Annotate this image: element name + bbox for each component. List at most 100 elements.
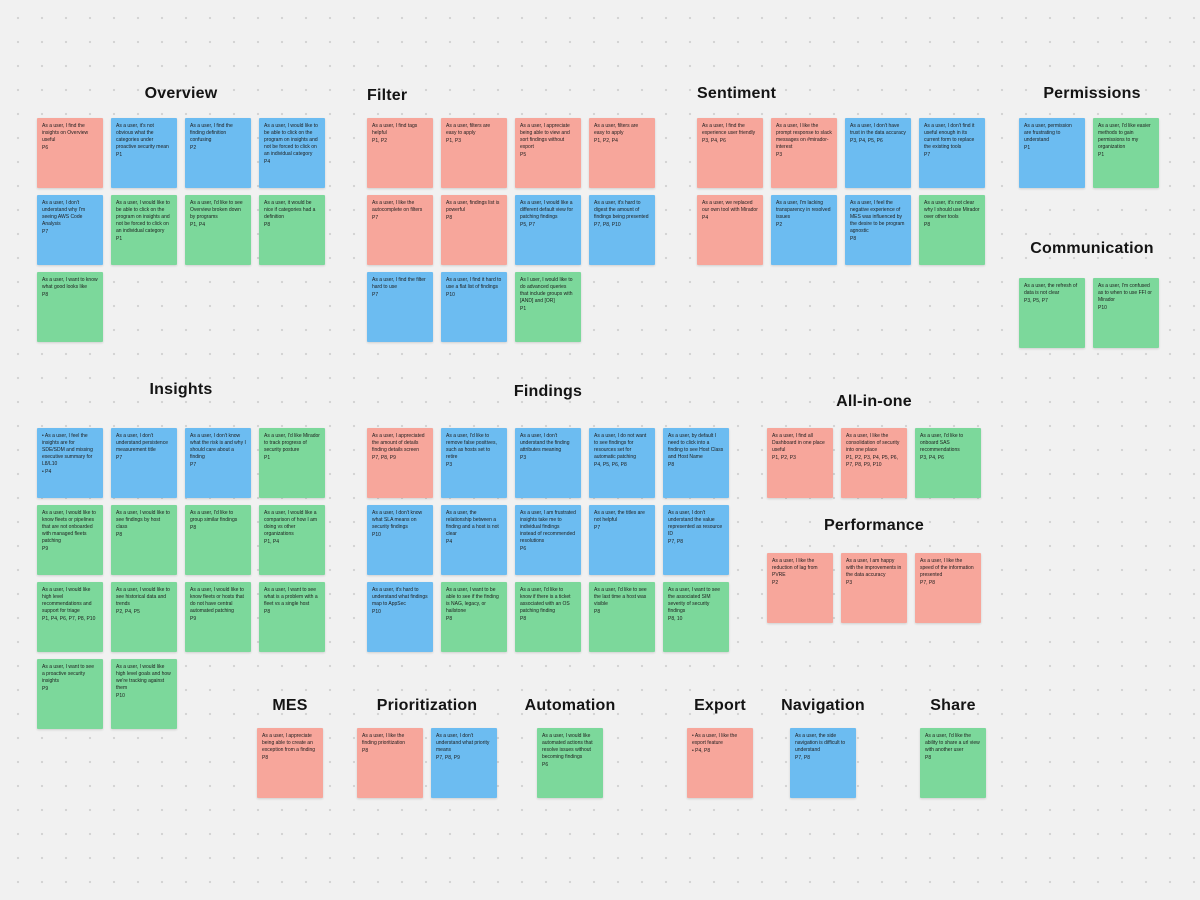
sticky-note[interactable]: As a user, I don't know what SLA means o… — [367, 505, 433, 575]
sticky-note[interactable]: As a user, I would like to know fleets o… — [185, 582, 251, 652]
section-title-communication[interactable]: Communication — [1019, 240, 1165, 258]
sticky-note[interactable]: As a user, I don't have trust in the dat… — [845, 118, 911, 188]
sticky-note[interactable]: As a user, I'd like to onboard SAS recom… — [915, 428, 981, 498]
section-title-findings[interactable]: Findings — [367, 383, 729, 401]
sticky-note[interactable]: As a user, I find it hard to use a flat … — [441, 272, 507, 342]
sticky-note[interactable]: As a user, I want to know what good look… — [37, 272, 103, 342]
sticky-note[interactable]: As a user, I am frustrated insights take… — [515, 505, 581, 575]
sticky-note[interactable]: As a user, the side navigation is diffic… — [790, 728, 856, 798]
sticky-note[interactable]: As a user, the refresh of data is not cl… — [1019, 278, 1085, 348]
section-title-performance[interactable]: Performance — [767, 517, 981, 535]
sticky-note[interactable]: As a user, it would be nice if categorie… — [259, 195, 325, 265]
sticky-note[interactable]: As a user, I find the insights on Overvi… — [37, 118, 103, 188]
sticky-note[interactable]: As a user, I'm lacking transparency in r… — [771, 195, 837, 265]
sticky-note[interactable]: As a user, I feel the negative experienc… — [845, 195, 911, 265]
section-title-filter[interactable]: Filter — [367, 87, 655, 105]
sticky-note[interactable]: As a user, I would like to see findings … — [111, 505, 177, 575]
sticky-note[interactable]: As a user, I'd like to group similar fin… — [185, 505, 251, 575]
sticky-note-text: As a user, I'd like the ability to share… — [925, 733, 980, 753]
sticky-note[interactable]: As a user, I would like a comparison of … — [259, 505, 325, 575]
section-title-navigation[interactable]: Navigation — [781, 697, 865, 715]
sticky-note[interactable]: As a user, filters are easy to apply P1, … — [441, 118, 507, 188]
sticky-note[interactable]: As a user, I'm confused as to when to us… — [1093, 278, 1159, 348]
section-title-insights[interactable]: Insights — [37, 381, 325, 399]
sticky-note[interactable]: As a user, I'd like easier methods to ga… — [1093, 118, 1159, 188]
sticky-note[interactable]: As a user, findings list is powerful P8 — [441, 195, 507, 265]
sticky-note[interactable]: As a user, I like the autocomplete on fi… — [367, 195, 433, 265]
sticky-note[interactable]: As I user, I would like to do advanced q… — [515, 272, 581, 342]
sticky-note[interactable]: As a user, I like the prompt response to… — [771, 118, 837, 188]
sticky-note-personas: P1, P4 — [264, 539, 280, 545]
sticky-note[interactable]: As a user, I want to see what is a probl… — [259, 582, 325, 652]
section-title-sentiment[interactable]: Sentiment — [697, 85, 985, 103]
section-title-export[interactable]: Export — [687, 697, 753, 715]
sticky-note[interactable]: As a user, the titles are not helpful P7 — [589, 505, 655, 575]
sticky-note[interactable]: As a user, I don't find it useful enough… — [919, 118, 985, 188]
sticky-note[interactable]: As a user, I would like high level recom… — [37, 582, 103, 652]
sticky-note[interactable]: As a user, I want to see a proactive sec… — [37, 659, 103, 729]
sticky-note[interactable]: As a user, I don't understand persistenc… — [111, 428, 177, 498]
sticky-note-text: As a user, I would like to know fleets o… — [190, 587, 244, 614]
sticky-note[interactable]: As a user, I don't know what the risk is… — [185, 428, 251, 498]
sticky-note[interactable]: As a user, it's hard to digest the amoun… — [589, 195, 655, 265]
sticky-note[interactable]: As a user, I don't understand why I'm se… — [37, 195, 103, 265]
section-title-all-in-one[interactable]: All-in-one — [767, 393, 981, 411]
sticky-note[interactable]: As a user, I find the finding definition… — [185, 118, 251, 188]
sticky-note[interactable]: As a user, it's not obvious what the cat… — [111, 118, 177, 188]
sticky-note[interactable]: As a user, it's hard to understand what … — [367, 582, 433, 652]
sticky-note[interactable]: As a user, I like the finding prioritiza… — [357, 728, 423, 798]
sticky-note[interactable]: As a user, I appreciate being able to cr… — [257, 728, 323, 798]
sticky-note[interactable]: As a user, I'd like to see the last time… — [589, 582, 655, 652]
sticky-note[interactable]: As a user, the relationship between a fi… — [441, 505, 507, 575]
sticky-note[interactable]: As a user, we replaced our own tool with… — [697, 195, 763, 265]
sticky-note[interactable]: As a user, I would like to be able to cl… — [111, 195, 177, 265]
sticky-note[interactable]: As a user, I don't understand what prior… — [431, 728, 497, 798]
sticky-note[interactable]: As a user, permission are frustrating to… — [1019, 118, 1085, 188]
sticky-note-text: As a user, by default I need to click in… — [668, 433, 724, 460]
sticky-note[interactable]: As a user, I find tags helpful P1, P2 — [367, 118, 433, 188]
sticky-note[interactable]: As a user, I like the speed of the infor… — [915, 553, 981, 623]
sticky-note[interactable]: As a user, I find the filter hard to use… — [367, 272, 433, 342]
sticky-note[interactable]: As a user, I find the experience user fr… — [697, 118, 763, 188]
sticky-note[interactable]: As a user, I am happy with the improveme… — [841, 553, 907, 623]
section-title-prioritization[interactable]: Prioritization — [357, 697, 497, 715]
sticky-note[interactable]: As a user, I find all Dashboard in one p… — [767, 428, 833, 498]
sticky-note[interactable]: As a user, I would like to see historica… — [111, 582, 177, 652]
sticky-note[interactable]: As a user, I like the reduction of lag f… — [767, 553, 833, 623]
sticky-note[interactable]: As a user, I'd like to see Overview brok… — [185, 195, 251, 265]
section-share: Share As a user, I'd like the ability to … — [920, 697, 986, 798]
section-title-automation[interactable]: Automation — [525, 697, 616, 715]
sticky-note[interactable]: As a user, I like the consolidation of s… — [841, 428, 907, 498]
sticky-note[interactable]: As a user, I appreciated the amount of d… — [367, 428, 433, 498]
sticky-note[interactable]: As a user, I do not want to see findings… — [589, 428, 655, 498]
section-title-permissions[interactable]: Permissions — [1019, 85, 1165, 103]
sticky-note[interactable]: As a user, I would like automated action… — [537, 728, 603, 798]
sticky-note[interactable]: As a user, I don't understand the findin… — [515, 428, 581, 498]
sticky-note[interactable]: As a user, I would like to be able to cl… — [259, 118, 325, 188]
sticky-note[interactable]: As a user, I want to see the associated … — [663, 582, 729, 652]
section-title-overview[interactable]: Overview — [37, 85, 325, 103]
sticky-note[interactable]: As a user, I would like high level goals… — [111, 659, 177, 729]
sticky-note[interactable]: As a user, it's not clear why I should u… — [919, 195, 985, 265]
sticky-note[interactable]: As a user, I would like a different defa… — [515, 195, 581, 265]
sticky-note[interactable]: As a user, I don't understand the value … — [663, 505, 729, 575]
section-title-text: Permissions — [1043, 85, 1141, 102]
sticky-note-personas: P10 — [372, 532, 381, 538]
sticky-note[interactable]: As a user, I'd like to remove false posi… — [441, 428, 507, 498]
sticky-note[interactable]: As a user, filters are easy to apply P1, … — [589, 118, 655, 188]
sticky-note[interactable]: • As a user, I like the export feature • … — [687, 728, 753, 798]
sticky-note-personas: P5 — [520, 152, 527, 158]
sticky-note[interactable]: As a user, by default I need to click in… — [663, 428, 729, 498]
sticky-note-text: As a user, I would like a comparison of … — [264, 510, 318, 537]
sticky-note[interactable]: As a user, I'd like Mirador to track pro… — [259, 428, 325, 498]
sticky-note[interactable]: • As a user, I feel the insights are for… — [37, 428, 103, 498]
section-title-mes[interactable]: MES — [257, 697, 323, 715]
section-title-share[interactable]: Share — [920, 697, 986, 715]
sticky-note[interactable]: As a user, I appreciate being able to vi… — [515, 118, 581, 188]
sticky-note[interactable]: As a user, I would like to know fleets o… — [37, 505, 103, 575]
sticky-note-text: As a user, I find the finding definition… — [190, 123, 233, 143]
sticky-note[interactable]: As a user, I'd like to know if there is … — [515, 582, 581, 652]
sticky-note[interactable]: As a user, I want to be able to see if t… — [441, 582, 507, 652]
sticky-note[interactable]: As a user, I'd like the ability to share… — [920, 728, 986, 798]
